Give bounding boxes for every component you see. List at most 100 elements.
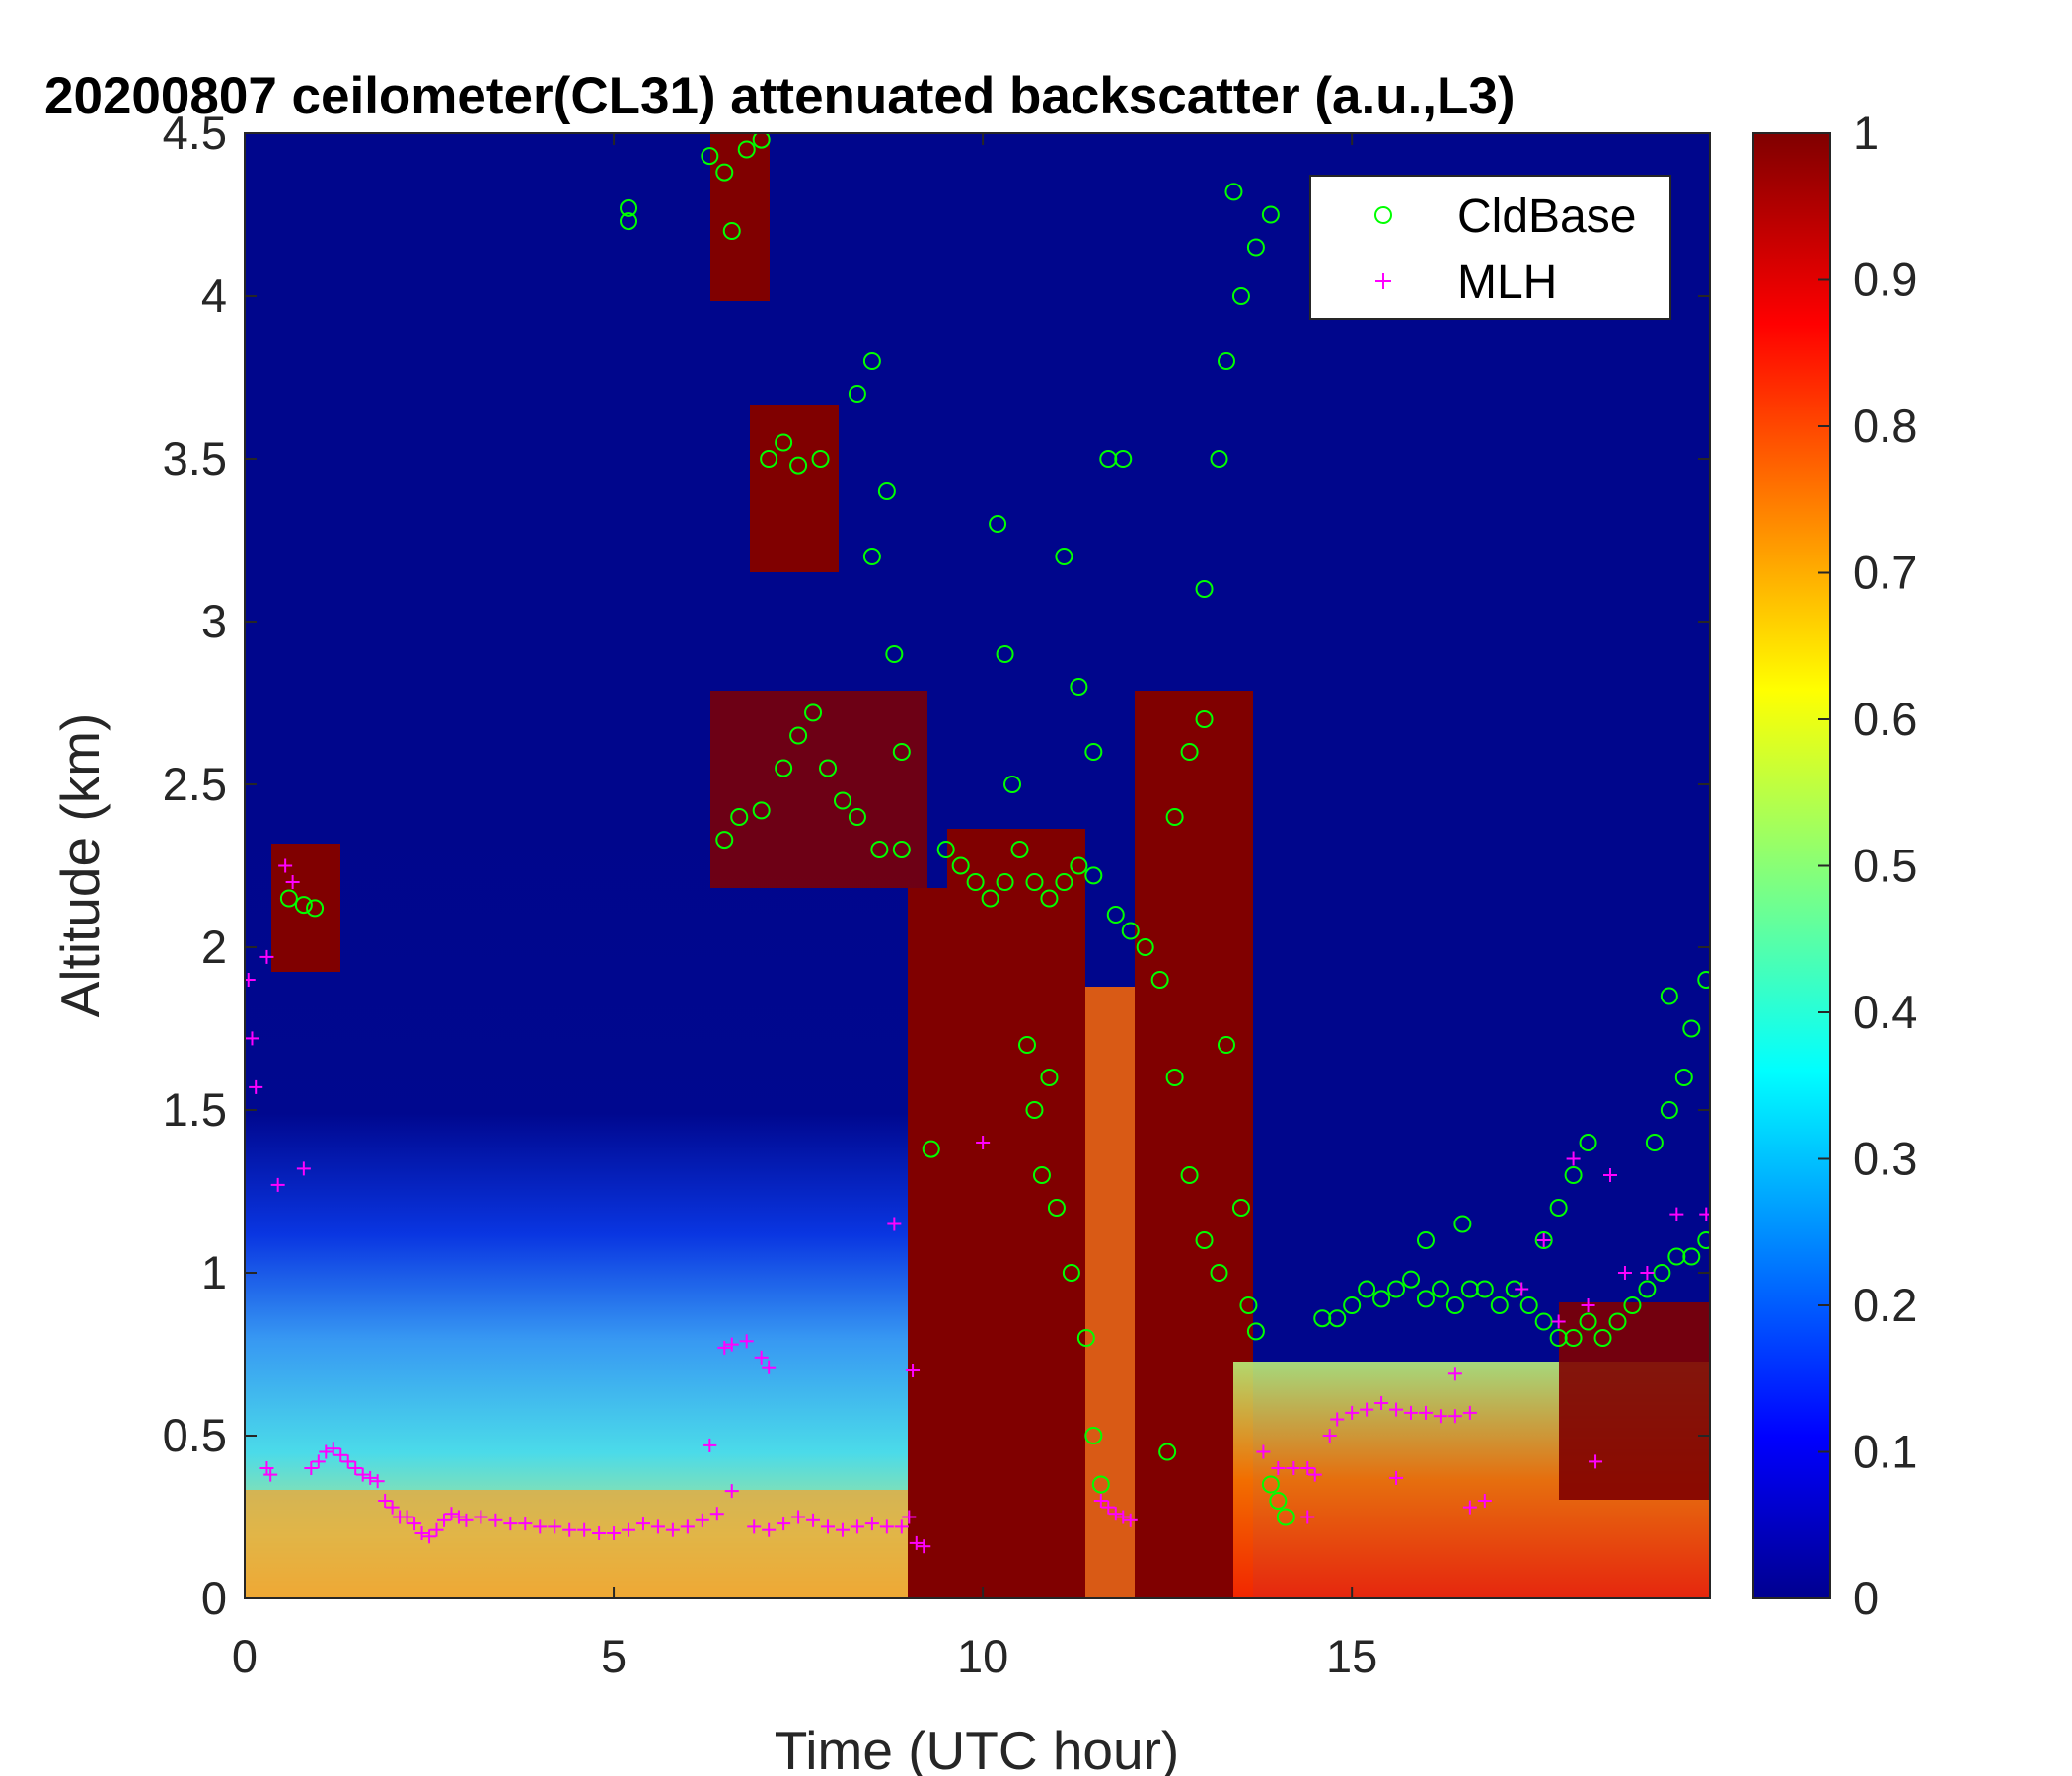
mlh-point bbox=[1617, 1266, 1632, 1280]
mlh-point bbox=[548, 1519, 562, 1534]
cldbase-point bbox=[1358, 1280, 1376, 1298]
x-axis: 0 5 10 15 bbox=[232, 133, 1377, 1682]
mlh-point bbox=[488, 1513, 503, 1527]
mlh-point bbox=[717, 1340, 732, 1355]
mlh-point bbox=[348, 1461, 363, 1475]
marker-layer bbox=[245, 133, 1710, 1554]
mlh-point bbox=[724, 1484, 739, 1499]
mlh-point bbox=[821, 1519, 836, 1534]
cldbase-point bbox=[1269, 1492, 1288, 1510]
colorbar-tick-label: 0.3 bbox=[1853, 1133, 1917, 1185]
mlh-point bbox=[1566, 1151, 1581, 1166]
cldbase-point bbox=[1239, 1296, 1258, 1314]
mlh-point bbox=[879, 1519, 894, 1534]
cldbase-point bbox=[1032, 1166, 1051, 1184]
cldbase-point bbox=[1431, 1280, 1449, 1298]
y-tick-label: 0 bbox=[201, 1572, 227, 1624]
colorbar-tick-label: 0.6 bbox=[1853, 693, 1917, 745]
colorbar-tick-label: 0 bbox=[1853, 1572, 1879, 1624]
mlh-point bbox=[436, 1513, 451, 1527]
cldbase-point bbox=[1055, 873, 1073, 891]
cldbase-point bbox=[870, 841, 889, 858]
cldbase-point bbox=[1195, 580, 1214, 598]
mlh-point bbox=[370, 1474, 385, 1489]
y-tick-label: 3 bbox=[201, 595, 227, 647]
cldbase-point bbox=[1076, 1329, 1095, 1347]
cldbase-point bbox=[701, 147, 719, 166]
cldbase-point bbox=[848, 385, 866, 403]
cldbase-point bbox=[1261, 1475, 1280, 1494]
cldbase-point bbox=[722, 222, 741, 240]
mlh-point bbox=[1699, 1207, 1710, 1221]
cldbase-point bbox=[1697, 1231, 1710, 1249]
mlh-point bbox=[917, 1539, 931, 1554]
mlh-point bbox=[1256, 1444, 1271, 1459]
mlh-point bbox=[1462, 1500, 1477, 1515]
mlh-point bbox=[1581, 1298, 1595, 1312]
mlh-point bbox=[1300, 1510, 1315, 1524]
cldbase-point bbox=[1217, 352, 1235, 370]
mlh-point bbox=[902, 1510, 917, 1524]
cldbase-point bbox=[1003, 776, 1022, 793]
mlh-point bbox=[1640, 1266, 1655, 1280]
y-tick-label: 1 bbox=[201, 1246, 227, 1298]
mlh-point bbox=[1123, 1513, 1138, 1527]
cldbase-point bbox=[1246, 238, 1265, 257]
legend-cldbase-marker bbox=[1374, 206, 1392, 224]
mlh-point bbox=[850, 1519, 864, 1534]
cldbase-point bbox=[1091, 1475, 1110, 1494]
mlh-point bbox=[422, 1529, 437, 1544]
cldbase-point bbox=[1165, 808, 1184, 826]
mlh-point bbox=[1093, 1494, 1108, 1508]
cldbase-point bbox=[862, 548, 881, 565]
legend-box bbox=[1309, 175, 1671, 320]
mlh-point bbox=[709, 1507, 724, 1521]
mlh-point bbox=[1669, 1207, 1684, 1221]
cldbase-point bbox=[936, 841, 955, 858]
mlh-point bbox=[285, 875, 300, 889]
cldbase-point bbox=[1623, 1296, 1642, 1314]
mlh-point bbox=[278, 858, 293, 873]
cldbase-point bbox=[1084, 866, 1103, 885]
cldbase-point bbox=[1453, 1215, 1472, 1233]
mlh-point bbox=[864, 1517, 879, 1531]
cldbase-point bbox=[1055, 548, 1073, 565]
cldbase-point bbox=[789, 456, 808, 475]
mlh-point bbox=[311, 1454, 326, 1469]
mlh-point bbox=[414, 1526, 429, 1540]
mlh-point bbox=[650, 1519, 665, 1534]
colorbar-tick-label: 0.8 bbox=[1853, 400, 1917, 452]
cldbase-point bbox=[1025, 1101, 1044, 1119]
cldbase-point bbox=[1549, 1199, 1568, 1217]
mlh-point bbox=[1286, 1461, 1300, 1475]
cldbase-point bbox=[279, 889, 298, 908]
mlh-point bbox=[296, 1161, 311, 1176]
cldbase-point bbox=[1519, 1296, 1538, 1314]
colorbar-gradient bbox=[1752, 132, 1831, 1599]
y-tick-label: 4 bbox=[201, 269, 227, 322]
mlh-point bbox=[1589, 1454, 1603, 1469]
y-axis-label: Altitude (km) bbox=[49, 713, 111, 1018]
cldbase-point bbox=[1261, 205, 1280, 224]
cldbase-point bbox=[1217, 1036, 1235, 1054]
mlh-point bbox=[263, 1467, 278, 1482]
cldbase-point bbox=[1070, 678, 1088, 696]
mlh-point bbox=[400, 1510, 414, 1524]
colorbar-tick-label: 0.4 bbox=[1853, 986, 1917, 1038]
cldbase-point bbox=[1017, 1036, 1036, 1054]
cldbase-point bbox=[981, 889, 999, 908]
mlh-point bbox=[518, 1517, 533, 1531]
mlh-point bbox=[319, 1444, 333, 1459]
cldbase-point bbox=[1682, 1019, 1701, 1038]
cldbase-point bbox=[1660, 987, 1678, 1005]
cldbase-point bbox=[789, 726, 808, 745]
colorbar-tick-label: 0.5 bbox=[1853, 840, 1917, 892]
cldbase-point bbox=[715, 163, 734, 182]
cldbase-point bbox=[1276, 1508, 1295, 1526]
colorbar: 0 0.1 0.2 0.3 0.4 0.5 0.6 0.7 0.8 0.9 1 bbox=[1752, 107, 1917, 1624]
mlh-point bbox=[333, 1447, 348, 1462]
cldbase-point bbox=[989, 515, 1007, 533]
cldbase-point bbox=[1445, 1296, 1464, 1314]
cldbase-point bbox=[294, 896, 313, 915]
